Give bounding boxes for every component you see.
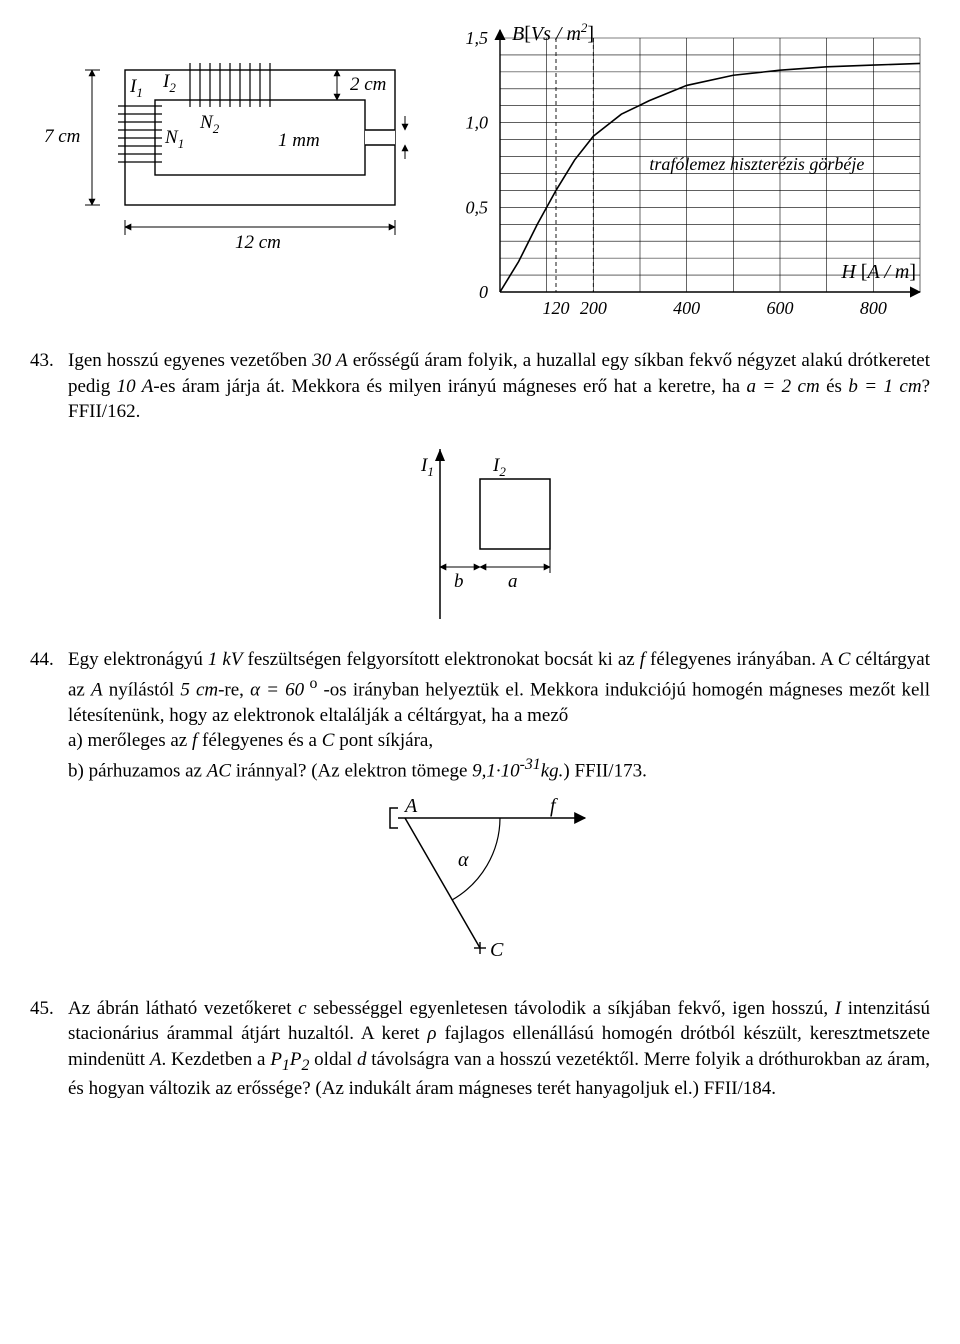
- dim-2cm: 2 cm: [350, 74, 386, 95]
- fig-44-wrapper: A f α C: [30, 798, 930, 978]
- svg-text:200: 200: [580, 298, 607, 318]
- problem-45: 45. Az ábrán látható vezetőkeret c sebes…: [30, 996, 930, 1102]
- svg-text:I1: I1: [129, 76, 143, 100]
- problem-text: Egy elektronágyú 1 kV feszültségen felgy…: [68, 647, 930, 784]
- svg-text:N2: N2: [199, 112, 220, 136]
- svg-text:a: a: [508, 571, 518, 592]
- fig-electron-gun: A f α C: [350, 798, 610, 978]
- problem-text: Igen hosszú egyenes vezetőben 30 A erőss…: [68, 348, 930, 425]
- svg-text:I2: I2: [492, 455, 506, 479]
- problem-number: 45.: [30, 996, 68, 1102]
- svg-text:B[Vs / m2]: B[Vs / m2]: [512, 20, 594, 45]
- fig-bh-curve: 0 0,5 1,0 1,5 120 200 400 600 800 B[Vs / m2] H [A …: [430, 20, 930, 330]
- svg-text:1,5: 1,5: [466, 28, 489, 48]
- problem-number: 44.: [30, 647, 68, 784]
- svg-text:α: α: [458, 849, 469, 871]
- top-figures-row: 7 cm 2 cm 1 mm 12 cm I1 I2 N1 N2 0 0,5 1,0…: [30, 20, 930, 330]
- svg-text:I1: I1: [420, 455, 434, 479]
- dim-7cm: 7 cm: [44, 126, 80, 147]
- svg-text:H [A / m]: H [A / m]: [840, 261, 916, 283]
- fig-transformer-core: 7 cm 2 cm 1 mm 12 cm I1 I2 N1 N2: [30, 20, 420, 280]
- svg-text:I2: I2: [162, 71, 176, 95]
- problem-43: 43. Igen hosszú egyenes vezetőben 30 A e…: [30, 348, 930, 425]
- fig-43-wrapper: I1 I2 b a: [30, 439, 930, 629]
- svg-text:b: b: [454, 571, 464, 592]
- svg-text:800: 800: [860, 298, 887, 318]
- problem-text: Az ábrán látható vezetőkeret c sebességg…: [68, 996, 930, 1102]
- svg-text:400: 400: [673, 298, 700, 318]
- fig-wire-and-square: I1 I2 b a: [385, 439, 575, 629]
- dim-1mm: 1 mm: [278, 130, 320, 151]
- svg-text:N1: N1: [164, 127, 184, 151]
- svg-text:1,0: 1,0: [466, 113, 489, 133]
- svg-text:f: f: [550, 798, 558, 817]
- svg-text:0: 0: [479, 282, 488, 302]
- svg-text:trafólemez hiszterézis görbéje: trafólemez hiszterézis görbéje: [649, 154, 864, 174]
- svg-text:0,5: 0,5: [466, 197, 489, 217]
- svg-text:120: 120: [543, 298, 570, 318]
- svg-text:C: C: [490, 939, 504, 961]
- svg-text:A: A: [403, 798, 418, 817]
- problem-44: 44. Egy elektronágyú 1 kV feszültségen f…: [30, 647, 930, 784]
- problem-number: 43.: [30, 348, 68, 425]
- svg-text:600: 600: [767, 298, 794, 318]
- dim-12cm: 12 cm: [235, 232, 281, 253]
